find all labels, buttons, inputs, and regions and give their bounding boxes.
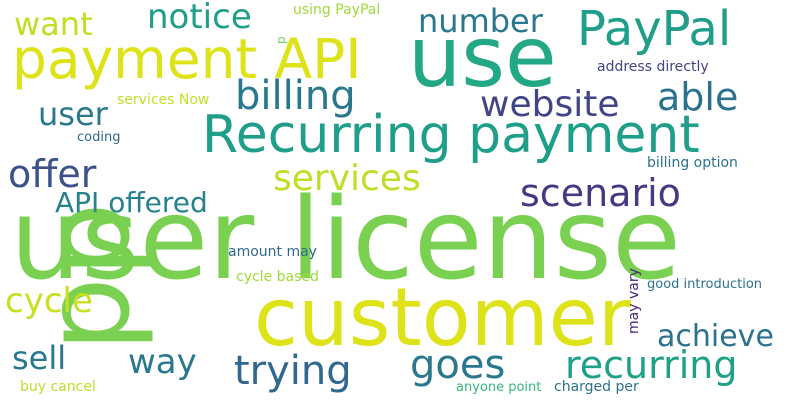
cloud-word: PayPal bbox=[577, 1, 731, 57]
cloud-word: using PayPal bbox=[293, 2, 380, 18]
cloud-word: number bbox=[418, 2, 544, 40]
cloud-word: website bbox=[480, 84, 619, 125]
cloud-word: pp bbox=[18, 202, 156, 352]
cloud-word: good introduction bbox=[647, 277, 762, 292]
cloud-word: address directly bbox=[597, 59, 709, 75]
cloud-word: anyone point bbox=[456, 380, 541, 395]
cloud-word: billing option bbox=[647, 155, 738, 171]
cloud-word: want bbox=[14, 5, 93, 43]
cloud-word: buy cancel bbox=[20, 379, 96, 395]
cloud-word: services bbox=[273, 158, 421, 199]
cloud-word: able bbox=[657, 75, 738, 119]
cloud-word: cycle based bbox=[236, 269, 319, 285]
cloud-word: billing bbox=[235, 73, 356, 119]
cloud-word: amount may bbox=[228, 244, 317, 260]
cloud-word: achieve bbox=[657, 319, 774, 354]
cloud-word: trying bbox=[234, 348, 352, 394]
cloud-word: scenario bbox=[520, 171, 681, 215]
cloud-word: cycle bbox=[5, 281, 93, 321]
cloud-word: notice bbox=[147, 0, 252, 37]
cloud-word: coding bbox=[77, 130, 120, 145]
cloud-word: may vary bbox=[626, 268, 642, 334]
cloud-word: p bbox=[274, 36, 288, 44]
cloud-word: way bbox=[128, 342, 197, 382]
cloud-word: charged per bbox=[554, 379, 639, 395]
cloud-word: API offered bbox=[55, 186, 208, 219]
cloud-word: sell bbox=[12, 339, 66, 377]
cloud-word: user bbox=[38, 95, 109, 133]
cloud-word: services Now bbox=[117, 92, 209, 108]
